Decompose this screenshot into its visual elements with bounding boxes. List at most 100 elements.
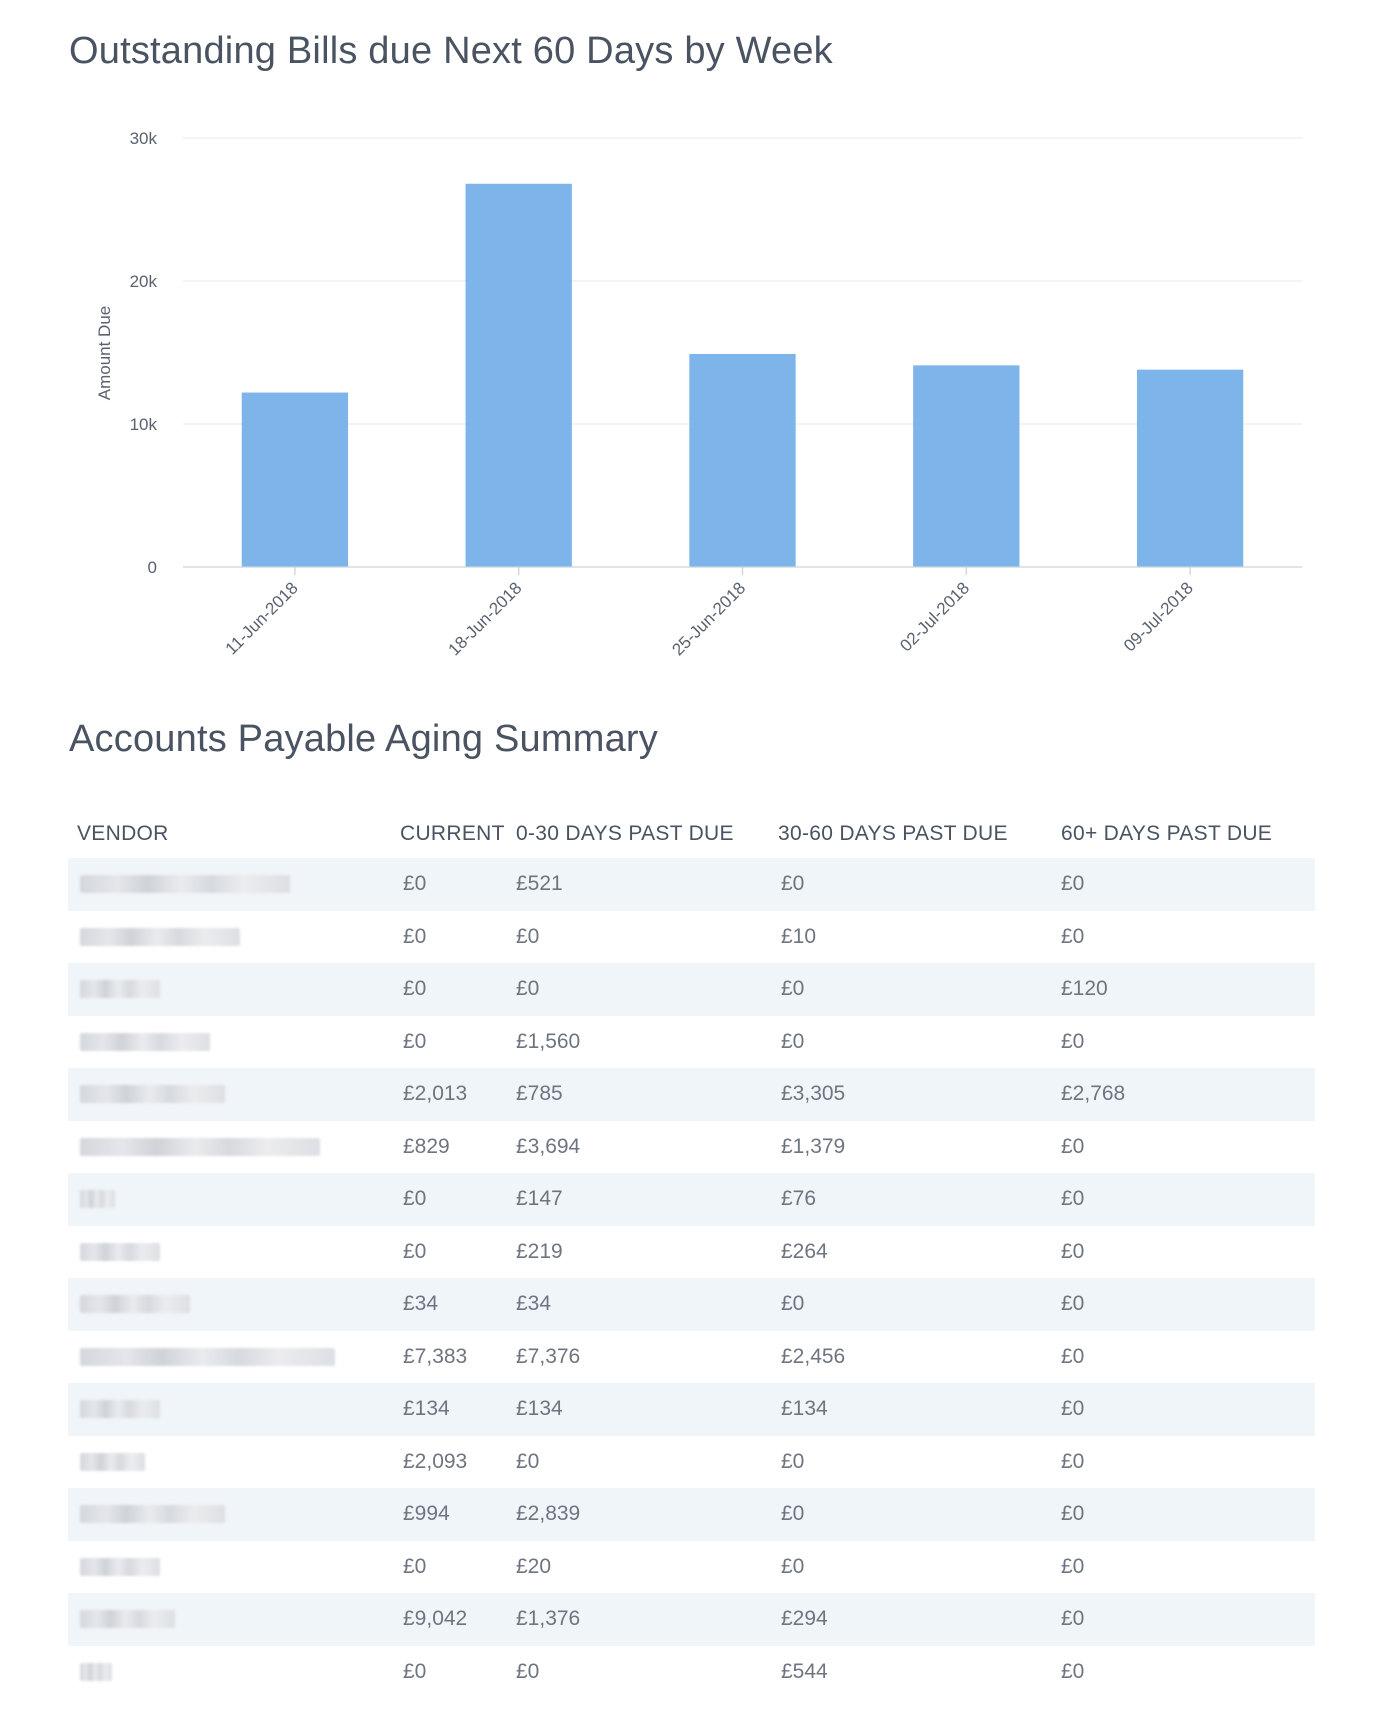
- redacted-vendor-name: [80, 927, 240, 946]
- redacted-vendor-name: [80, 1452, 145, 1471]
- current-cell: £994: [403, 1502, 450, 1526]
- bar-25-Jun-2018[interactable]: [689, 353, 796, 567]
- x-tick-label: 11-Jun-2018: [222, 578, 302, 658]
- current-cell: £0: [403, 1659, 427, 1683]
- bar-02-Jul-2018[interactable]: [913, 365, 1020, 567]
- redacted-vendor-name: [80, 1190, 115, 1209]
- table-row: £0 £521 £0 £0: [68, 858, 1315, 911]
- table-row: £0 £1,560 £0 £0: [68, 1016, 1315, 1069]
- 60-plus-days-cell: £0: [1061, 1239, 1085, 1263]
- vendor-cell-redacted: [68, 875, 400, 894]
- redacted-vendor-name: [80, 1347, 335, 1366]
- current-cell: £0: [403, 872, 427, 896]
- vendor-cell-redacted: [68, 1295, 400, 1314]
- x-tick-label: 09-Jul-2018: [1120, 578, 1197, 655]
- 60-plus-days-cell: £0: [1061, 1502, 1085, 1526]
- 30-60-days-cell: £0: [781, 1292, 805, 1316]
- 60-plus-days-cell: £0: [1061, 1554, 1085, 1578]
- table-row: £7,383 £7,376 £2,456 £0: [68, 1331, 1315, 1384]
- 30-60-days-cell: £294: [781, 1607, 828, 1631]
- vendor-cell-redacted: [68, 1452, 400, 1471]
- vendor-cell-redacted: [68, 1085, 400, 1104]
- vendor-cell-redacted: [68, 1137, 400, 1156]
- redacted-vendor-name: [80, 1242, 160, 1261]
- 60-plus-days-cell: £0: [1061, 1134, 1085, 1158]
- current-cell: £0: [403, 977, 427, 1001]
- 60-plus-days-cell: £0: [1061, 924, 1085, 948]
- column-header-30-60: 30-60 DAYS PAST DUE: [778, 822, 1008, 845]
- table-row: £2,013 £785 £3,305 £2,768: [68, 1068, 1315, 1121]
- table-body: £0 £521 £0 £0 £0 £0 £10 £0 £0 £0 £0 £120 £0 £1,560 £0 £…: [68, 858, 1315, 1698]
- x-tick-label: 18-Jun-2018: [445, 578, 526, 659]
- vendor-cell-redacted: [68, 1032, 400, 1051]
- vendor-cell-redacted: [68, 1505, 400, 1524]
- current-cell: £0: [403, 924, 427, 948]
- column-header-current: CURRENT: [400, 822, 505, 845]
- bar-11-Jun-2018[interactable]: [241, 392, 349, 567]
- vendor-cell-redacted: [68, 1662, 400, 1681]
- y-tick-label: 10k: [130, 415, 158, 434]
- y-axis-title: Amount Due: [95, 306, 114, 401]
- 60-plus-days-cell: £0: [1061, 1029, 1085, 1053]
- 30-60-days-cell: £10: [781, 924, 817, 948]
- current-cell: £0: [403, 1239, 427, 1263]
- vendor-cell-redacted: [68, 927, 400, 946]
- 0-30-days-cell: £147: [516, 1187, 563, 1211]
- redacted-vendor-name: [80, 1295, 190, 1314]
- 60-plus-days-cell: £0: [1061, 1397, 1085, 1421]
- 30-60-days-cell: £264: [781, 1239, 828, 1263]
- redacted-vendor-name: [80, 980, 160, 999]
- current-cell: £7,383: [403, 1344, 468, 1368]
- table-row: £0 £20 £0 £0: [68, 1541, 1315, 1594]
- bar-09-Jul-2018[interactable]: [1136, 369, 1244, 567]
- vendor-cell-redacted: [68, 1557, 400, 1576]
- current-cell: £2,013: [403, 1082, 468, 1106]
- current-cell: £134: [403, 1397, 450, 1421]
- y-tick-label: 30k: [130, 129, 158, 148]
- current-cell: £9,042: [403, 1607, 468, 1631]
- column-header-0-30: 0-30 DAYS PAST DUE: [516, 822, 734, 845]
- 30-60-days-cell: £76: [781, 1187, 817, 1211]
- 0-30-days-cell: £1,376: [516, 1607, 581, 1631]
- 60-plus-days-cell: £0: [1061, 1607, 1085, 1631]
- table-row: £134 £134 £134 £0: [68, 1383, 1315, 1436]
- 30-60-days-cell: £0: [781, 1449, 805, 1473]
- table-row: £829 £3,694 £1,379 £0: [68, 1121, 1315, 1174]
- redacted-vendor-name: [80, 875, 290, 894]
- 60-plus-days-cell: £0: [1061, 1449, 1085, 1473]
- 0-30-days-cell: £20: [516, 1554, 552, 1578]
- 60-plus-days-cell: £0: [1061, 1659, 1085, 1683]
- 60-plus-days-cell: £2,768: [1061, 1082, 1126, 1106]
- 0-30-days-cell: £3,694: [516, 1134, 581, 1158]
- vendor-cell-redacted: [68, 1347, 400, 1366]
- vendor-cell-redacted: [68, 1400, 400, 1419]
- 0-30-days-cell: £0: [516, 977, 540, 1001]
- 30-60-days-cell: £0: [781, 977, 805, 1001]
- current-cell: £34: [403, 1292, 439, 1316]
- current-cell: £2,093: [403, 1449, 468, 1473]
- redacted-vendor-name: [80, 1662, 112, 1681]
- 0-30-days-cell: £0: [516, 924, 540, 948]
- x-tick-label: 25-Jun-2018: [668, 578, 749, 659]
- 0-30-days-cell: £785: [516, 1082, 563, 1106]
- vendor-cell-redacted: [68, 980, 400, 999]
- redacted-vendor-name: [80, 1557, 160, 1576]
- x-tick-label: 02-Jul-2018: [896, 578, 973, 655]
- 0-30-days-cell: £34: [516, 1292, 552, 1316]
- bar-chart: 0 10k 20k 30k 11-Jun-2018 18-Jun-2018 25-Jun-2…: [95, 129, 1302, 659]
- redacted-vendor-name: [80, 1032, 210, 1051]
- current-cell: £0: [403, 1029, 427, 1053]
- 60-plus-days-cell: £0: [1061, 872, 1085, 896]
- 60-plus-days-cell: £0: [1061, 1187, 1085, 1211]
- 30-60-days-cell: £544: [781, 1659, 828, 1683]
- redacted-vendor-name: [80, 1085, 225, 1104]
- 0-30-days-cell: £521: [516, 872, 563, 896]
- 0-30-days-cell: £134: [516, 1397, 563, 1421]
- bar-18-Jun-2018[interactable]: [465, 183, 572, 567]
- 30-60-days-cell: £0: [781, 872, 805, 896]
- redacted-vendor-name: [80, 1400, 160, 1419]
- vendor-cell-redacted: [68, 1610, 400, 1629]
- 30-60-days-cell: £2,456: [781, 1344, 846, 1368]
- 30-60-days-cell: £1,379: [781, 1134, 846, 1158]
- 60-plus-days-cell: £0: [1061, 1344, 1085, 1368]
